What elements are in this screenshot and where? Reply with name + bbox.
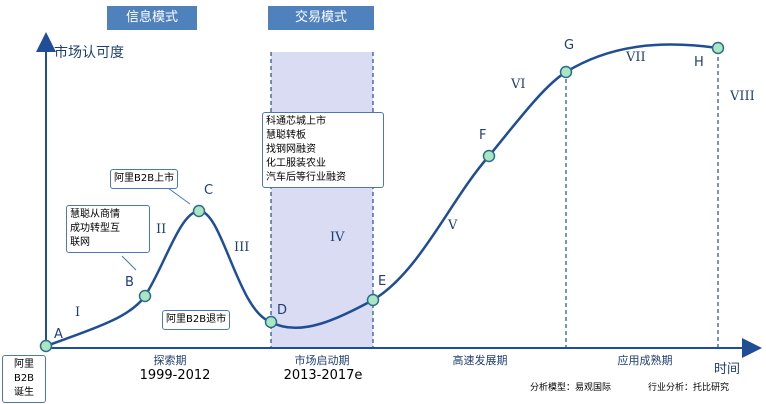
- period-mature: 应用成熟期: [617, 354, 673, 367]
- point-b-marker: [138, 289, 152, 303]
- point-c-marker: [192, 204, 206, 218]
- y-axis-label: 市场认可度: [54, 45, 124, 61]
- callout-huicong-pointer: [121, 255, 137, 271]
- stage-iv: IV: [330, 230, 345, 245]
- point-d-marker: [264, 315, 278, 329]
- note-ali-birth-line2: B2B: [13, 373, 35, 384]
- period-growth: 高速发展期: [452, 354, 508, 367]
- point-f-marker: [482, 149, 496, 163]
- note-ali-birth-line3: 诞生: [14, 387, 34, 398]
- point-g-label: G: [564, 38, 575, 53]
- stage-i: I: [75, 305, 81, 320]
- point-g-marker: [559, 65, 573, 79]
- point-d-label: D: [277, 303, 288, 318]
- stage-ii: II: [156, 222, 167, 237]
- x-axis-label: 时间: [714, 362, 741, 377]
- point-c-label: C: [204, 183, 214, 198]
- point-b-label: B: [125, 275, 134, 290]
- launch-event-2: 慧聪转板: [266, 130, 306, 141]
- note-huicong-line3: 联网: [70, 237, 90, 248]
- callout-listed-pointer: [167, 187, 191, 205]
- note-ali-birth: 阿里 B2B 诞生: [2, 355, 46, 403]
- point-f-label: F: [479, 128, 487, 143]
- launch-period-band: [271, 52, 373, 348]
- period-launch: 市场启动期: [294, 354, 350, 367]
- stage-vi: VI: [511, 77, 526, 92]
- note-ali-birth-line1: 阿里: [14, 359, 34, 370]
- point-a-marker: [39, 339, 53, 353]
- period-explore: 探索期: [153, 354, 187, 367]
- launch-event-4: 化工服装农业: [266, 158, 326, 169]
- note-ali-listed: 阿里B2B上市: [110, 169, 179, 189]
- info-mode-tag: 信息模式: [107, 6, 197, 30]
- stage-vii: VII: [626, 50, 646, 65]
- launch-event-1: 科通芯城上市: [266, 116, 326, 127]
- note-huicong-line1: 慧聪从商情: [70, 209, 120, 220]
- trade-mode-tag: 交易模式: [268, 6, 374, 30]
- stage-iii: III: [234, 240, 250, 255]
- stage-v: V: [448, 218, 458, 233]
- stage-viii: VIII: [730, 89, 755, 104]
- launch-event-5: 汽车后等行业融资: [266, 172, 346, 183]
- point-a-label: A: [54, 327, 63, 342]
- years-explore: 1999-2012: [139, 368, 211, 383]
- credit-industry: 行业分析：托比研究: [648, 383, 730, 393]
- point-e-label: E: [378, 274, 387, 289]
- note-huicong-line2: 成功转型互: [70, 223, 120, 234]
- note-ali-delisted: 阿里B2B退市: [162, 310, 231, 330]
- point-e-marker: [366, 293, 380, 307]
- years-launch: 2013-2017e: [283, 368, 363, 383]
- launch-event-3: 找钢网融资: [266, 144, 316, 155]
- point-h-marker: [711, 41, 725, 55]
- note-huicong: 慧聪从商情 成功转型互 联网: [66, 205, 150, 253]
- note-launch-events: 科通芯城上市 慧聪转板 找钢网融资 化工服装农业 汽车后等行业融资: [262, 112, 384, 188]
- credit-model: 分析模型：易观国际: [530, 383, 612, 393]
- point-h-label: H: [694, 55, 704, 70]
